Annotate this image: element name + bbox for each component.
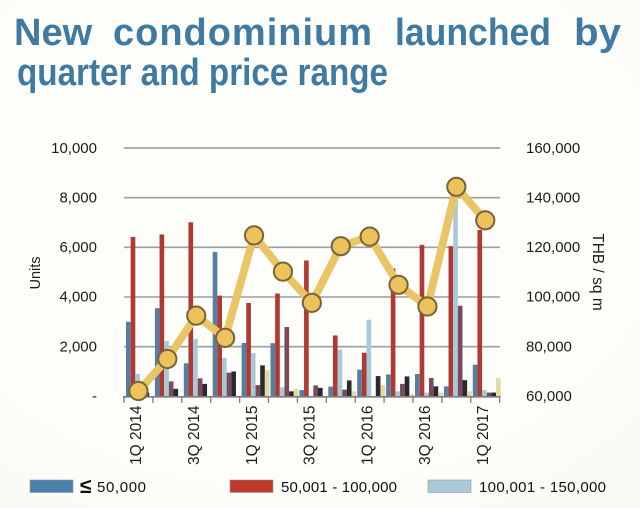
svg-text:New: New [14, 12, 93, 54]
svg-text:80,000: 80,000 [526, 338, 572, 355]
svg-text:Units: Units [28, 256, 44, 289]
svg-text:1Q 2014: 1Q 2014 [128, 405, 145, 465]
svg-text:≤: ≤ [80, 475, 92, 498]
svg-text:160,000: 160,000 [526, 140, 580, 157]
svg-text:condominium: condominium [113, 12, 372, 54]
svg-text:50,001 - 100,000: 50,001 - 100,000 [281, 479, 397, 496]
svg-text:8,000: 8,000 [59, 189, 97, 206]
svg-text:100,001 - 150,000: 100,001 - 150,000 [479, 479, 606, 496]
svg-text:120,000: 120,000 [526, 239, 580, 256]
svg-text:100,000: 100,000 [526, 289, 580, 306]
svg-text:launched: launched [395, 12, 551, 54]
svg-text:1Q 2015: 1Q 2015 [244, 406, 261, 465]
svg-text:10,000: 10,000 [51, 140, 97, 157]
svg-text:140,000: 140,000 [526, 189, 580, 206]
svg-text:6,000: 6,000 [59, 239, 97, 256]
svg-text:-: - [92, 388, 97, 405]
svg-text:THB / sq m: THB / sq m [589, 233, 606, 311]
svg-text:60,000: 60,000 [526, 388, 572, 405]
svg-text:quarter and price range: quarter and price range [17, 52, 388, 94]
svg-text:3Q 2016: 3Q 2016 [417, 406, 434, 465]
svg-text:50,000: 50,000 [97, 479, 146, 496]
svg-text:4,000: 4,000 [59, 289, 97, 306]
svg-text:3Q 2014: 3Q 2014 [186, 405, 203, 465]
svg-text:1Q 2016: 1Q 2016 [359, 406, 376, 465]
svg-text:1Q 2017: 1Q 2017 [475, 406, 492, 465]
svg-text:by: by [574, 12, 621, 54]
svg-text:3Q 2015: 3Q 2015 [302, 406, 319, 465]
svg-text:2,000: 2,000 [59, 338, 97, 355]
